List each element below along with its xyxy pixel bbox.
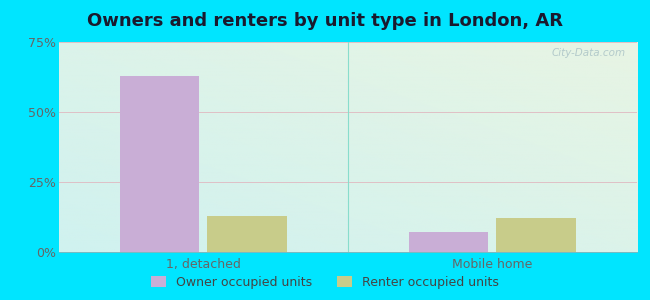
Legend: Owner occupied units, Renter occupied units: Owner occupied units, Renter occupied un… — [146, 271, 504, 294]
Bar — [497, 218, 576, 252]
Bar — [120, 76, 199, 252]
Bar — [207, 216, 287, 252]
Text: Owners and renters by unit type in London, AR: Owners and renters by unit type in Londo… — [87, 12, 563, 30]
Text: City-Data.com: City-Data.com — [551, 48, 625, 58]
Bar — [409, 232, 488, 252]
